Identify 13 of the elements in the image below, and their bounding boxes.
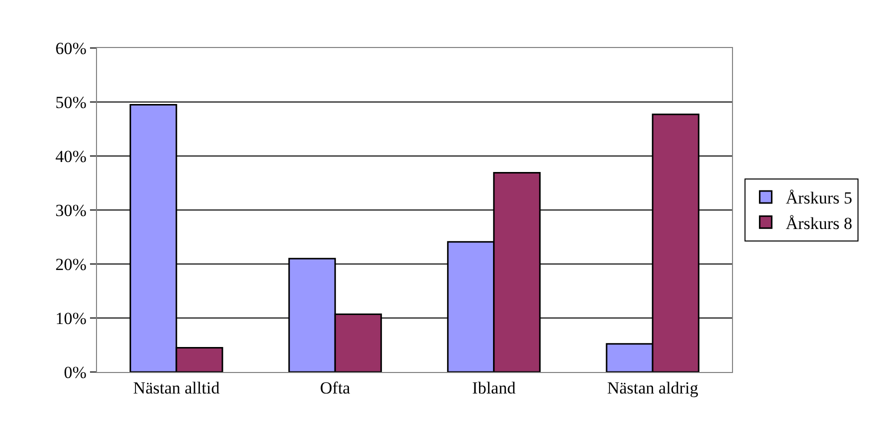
x-tick-label: Nästan aldrig <box>607 378 699 398</box>
y-tick-label: 50% <box>55 92 87 112</box>
y-tick-label: 60% <box>55 38 87 58</box>
y-tick-label: 30% <box>55 200 87 220</box>
legend-label: Årskurs 5 <box>786 188 852 208</box>
x-tick-label: Ofta <box>320 378 351 398</box>
x-tick-label: Ibland <box>472 378 516 398</box>
y-tick-label: 20% <box>55 254 87 274</box>
legend-label: Årskurs 8 <box>786 214 852 233</box>
x-tick-label: Nästan alltid <box>133 378 220 398</box>
y-tick-label: 10% <box>55 308 87 328</box>
y-tick-label: 0% <box>64 362 87 382</box>
y-tick-label: 40% <box>55 146 87 166</box>
